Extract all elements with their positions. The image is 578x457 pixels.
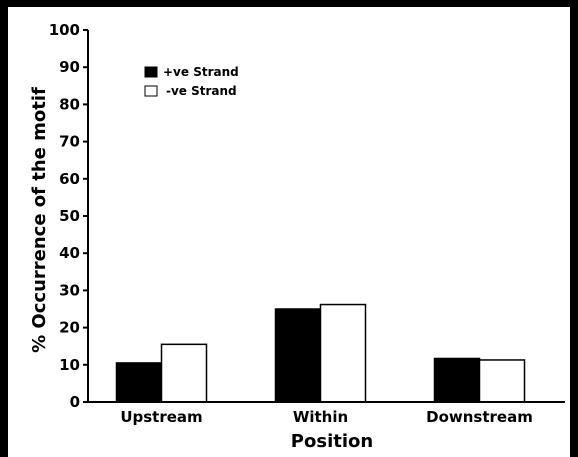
y-tick-label: 70 bbox=[59, 133, 80, 151]
bars bbox=[115, 303, 526, 403]
y-axis-ticks: 0 10 20 30 40 50 60 70 80 90 100 bbox=[49, 21, 88, 411]
y-tick-label: 30 bbox=[59, 281, 80, 299]
x-tick-label: Within bbox=[293, 408, 348, 426]
legend-swatch-negative-strand bbox=[144, 85, 158, 97]
legend: +ve Strand -ve Strand bbox=[144, 65, 239, 98]
frame-border-left bbox=[0, 0, 8, 457]
x-tick-label: Downstream bbox=[426, 408, 533, 426]
y-tick-label: 50 bbox=[59, 207, 80, 225]
frame-border-top bbox=[0, 0, 578, 7]
x-axis-tick-labels: Upstream Within Downstream bbox=[120, 408, 533, 426]
y-tick-label: 20 bbox=[59, 319, 80, 337]
x-tick-label: Upstream bbox=[120, 408, 202, 426]
y-tick-label: 0 bbox=[70, 393, 80, 411]
bar-within-positive-strand bbox=[274, 308, 322, 403]
legend-label-negative-strand: -ve Strand bbox=[166, 84, 237, 98]
y-tick-label: 80 bbox=[59, 95, 80, 113]
legend-swatch-positive-strand bbox=[144, 66, 158, 78]
bar-downstream-positive-strand bbox=[433, 357, 481, 403]
y-tick-label: 40 bbox=[59, 244, 80, 262]
y-tick-label: 90 bbox=[59, 58, 80, 76]
bar-upstream-negative-strand bbox=[160, 343, 208, 403]
y-tick-label: 100 bbox=[49, 21, 80, 39]
y-tick-label: 10 bbox=[59, 356, 80, 374]
x-axis-title: Position bbox=[291, 431, 373, 452]
frame-border-right bbox=[570, 0, 578, 457]
bar-upstream-positive-strand bbox=[115, 362, 163, 403]
bar-within-negative-strand bbox=[319, 303, 367, 403]
bar-downstream-negative-strand bbox=[478, 359, 526, 403]
legend-label-positive-strand: +ve Strand bbox=[163, 65, 239, 79]
y-axis-title: % Occurrence of the motif bbox=[29, 87, 50, 353]
y-tick-label: 60 bbox=[59, 170, 80, 188]
